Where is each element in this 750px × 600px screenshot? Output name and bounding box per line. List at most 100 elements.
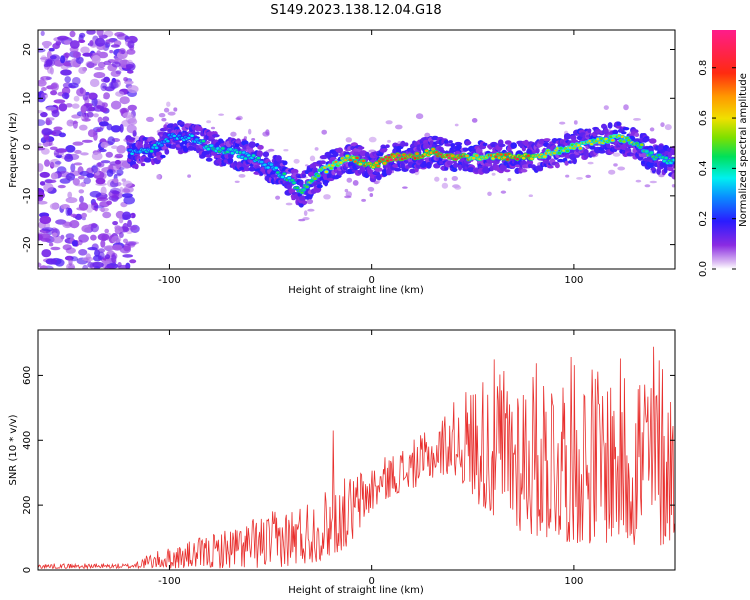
noise-blob [41,249,52,258]
ridge-core [465,154,469,158]
ridge-core [329,166,334,170]
noise-blob [41,40,53,47]
noise-dot [307,208,315,212]
y-tick-label: 0 [22,567,33,573]
ridge-core [450,154,455,158]
noise-blob [110,125,122,133]
noise-blob [90,223,100,233]
noise-blob [129,259,137,264]
spectrogram-x-axis-label: Height of straight line (km) [288,285,424,296]
ridge-core [491,157,495,160]
ridge-halo [444,166,449,171]
ridge-core [331,164,335,167]
noise-blob [96,197,109,202]
colorbar: 0.0 0.2 0.4 0.6 0.8 Normalized spectral ampl… [698,30,749,277]
noise-blob [38,196,44,202]
noise-blob [100,239,106,248]
noise-blob [85,253,91,261]
noise-blob [70,213,77,218]
ridge-halo [563,133,571,140]
noise-dot [369,193,374,197]
noise-blob [60,69,72,76]
noise-blob [78,202,89,211]
ridge-core [251,154,256,157]
noise-dot [415,113,424,120]
noise-dot [283,149,289,152]
snr-y-axis-label: SNR (10 * v/v) [8,414,19,485]
noise-dot [559,121,566,125]
ridge-core [640,143,644,146]
noise-blob [103,245,115,251]
ridge-halo [155,151,162,156]
noise-blob [38,110,44,114]
noise-blob [107,136,115,146]
ridge-core [543,155,547,158]
noise-dot [613,163,618,167]
noise-blob [104,265,115,269]
noise-dot [234,180,240,183]
ridge-halo [187,145,195,151]
ridge-core [552,151,557,155]
noise-blob [127,118,138,126]
noise-blob [81,139,93,143]
noise-blob [97,248,105,253]
ridge-core [382,161,387,165]
ridge-halo [243,167,251,172]
noise-blob [39,181,46,186]
noise-dot [243,136,247,140]
noise-dot [500,190,507,194]
ridge-core [610,139,615,142]
colorbar-tick-label: 0.2 [698,211,709,227]
ridge-halo [257,144,264,150]
noise-blob [50,83,58,89]
noise-blob [102,211,112,219]
noise-dot [230,131,237,137]
noise-dot [305,164,309,167]
ridge-core [159,143,164,147]
ridge-halo [320,160,326,165]
noise-dot [158,113,166,118]
noise-blob [108,81,119,89]
ridge-halo [423,142,431,149]
noise-blob [119,167,125,170]
noise-blob [97,233,110,241]
ridge-core [230,151,235,155]
ridge-halo [456,144,462,150]
noise-blob [49,203,60,210]
noise-dot [491,172,496,176]
noise-dot [314,147,319,151]
noise-blob [38,142,42,147]
noise-blob [126,64,134,69]
ridge-core [431,148,435,151]
ridge-halo [458,164,463,171]
noise-blob [69,40,80,49]
ridge-halo [332,152,339,157]
spectrogram-y-axis-label: Frequency (Hz) [8,112,19,188]
noise-blob [63,40,73,45]
noise-blob [103,60,112,66]
noise-dot [487,191,492,196]
ridge-core [526,154,531,157]
noise-blob [91,164,99,174]
noise-dot [265,129,270,136]
noise-blob [115,91,125,97]
noise-blob [38,262,42,268]
spectrogram-frame [37,29,676,270]
ridge-core [276,171,280,174]
noise-blob [40,30,45,36]
ridge-halo [646,161,655,168]
noise-blob [121,193,133,198]
noise-dot [165,122,169,125]
noise-blob [40,76,51,81]
ridge-halo [444,143,452,147]
ridge-core [499,153,503,156]
y-tick-label: 400 [22,431,33,450]
noise-blob [110,79,120,83]
ridge-core [415,152,419,155]
noise-dot [210,126,216,130]
ridge-core [263,163,267,167]
ridge-halo [327,177,335,182]
noise-dot [352,180,359,186]
ridge-halo [570,135,577,141]
noise-blob [118,48,126,55]
